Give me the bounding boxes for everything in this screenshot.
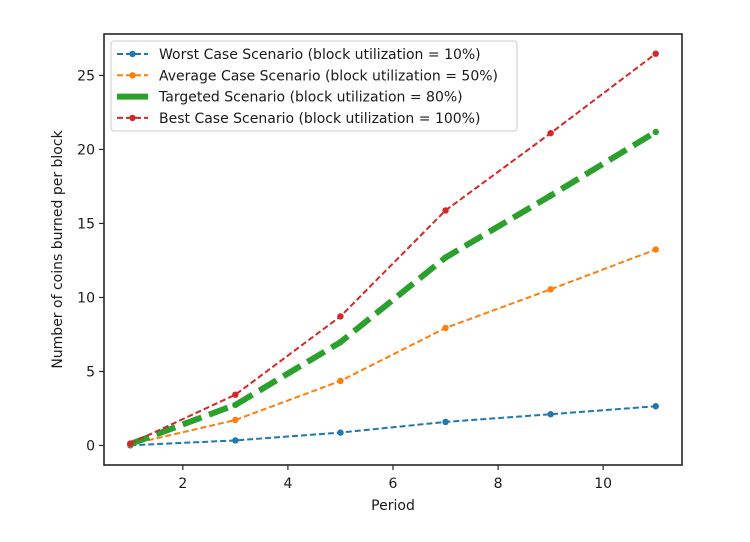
legend-label: Targeted Scenario (block utilization = 8… xyxy=(158,90,463,106)
data-point xyxy=(652,403,659,410)
legend: Worst Case Scenario (block utilization =… xyxy=(110,40,518,132)
x-axis-label: Period xyxy=(371,498,415,514)
data-point xyxy=(337,429,344,436)
series-line xyxy=(129,129,658,447)
legend-marker xyxy=(129,50,136,58)
data-point xyxy=(232,401,239,409)
legend-marker xyxy=(129,72,136,79)
x-tick-label: 6 xyxy=(389,476,398,492)
data-point xyxy=(652,50,659,57)
y-tick-label: 5 xyxy=(86,364,95,380)
data-point xyxy=(547,286,554,293)
data-point xyxy=(547,411,554,418)
data-point xyxy=(547,192,554,199)
legend-marker xyxy=(129,114,136,122)
data-point xyxy=(652,128,659,136)
legend-label: Best Case Scenario (block utilization = … xyxy=(159,111,480,127)
data-point xyxy=(442,418,449,426)
y-tick-label: 20 xyxy=(77,142,95,158)
y-tick-label: 10 xyxy=(77,290,95,306)
legend-item: Average Case Scenario (block utilization… xyxy=(117,68,498,84)
data-point xyxy=(337,377,344,385)
y-axis: 0 5 10 15 20 25 xyxy=(77,68,104,454)
legend-item: Targeted Scenario (block utilization = 8… xyxy=(117,90,463,106)
series-line xyxy=(130,248,657,446)
y-tick-label: 15 xyxy=(77,216,95,232)
series-4 xyxy=(127,50,659,447)
data-point xyxy=(442,207,449,214)
data-point xyxy=(232,416,239,424)
x-tick-label: 2 xyxy=(178,476,187,492)
legend-label: Worst Case Scenario (block utilization =… xyxy=(159,47,481,63)
data-point xyxy=(337,313,344,320)
y-axis-label: Number of coins burned per block xyxy=(50,129,66,368)
data-point xyxy=(442,324,449,332)
data-point xyxy=(337,338,344,346)
data-point xyxy=(232,437,239,444)
x-axis: 2 4 6 8 10 xyxy=(178,465,612,492)
data-point xyxy=(547,129,554,137)
legend-item: Best Case Scenario (block utilization = … xyxy=(117,111,480,127)
x-tick-label: 4 xyxy=(283,476,292,492)
x-tick-label: 10 xyxy=(594,476,612,492)
data-point xyxy=(442,254,449,261)
y-tick-label: 0 xyxy=(86,438,95,454)
y-tick-label: 25 xyxy=(77,68,95,84)
data-point xyxy=(127,440,134,447)
x-tick-label: 8 xyxy=(494,476,503,492)
data-point xyxy=(652,246,659,253)
legend-label: Average Case Scenario (block utilization… xyxy=(159,68,498,84)
legend-item: Worst Case Scenario (block utilization =… xyxy=(117,47,481,63)
series-layer xyxy=(127,50,659,449)
data-point xyxy=(232,391,239,398)
series-line xyxy=(130,405,656,447)
legend-box xyxy=(110,40,518,132)
